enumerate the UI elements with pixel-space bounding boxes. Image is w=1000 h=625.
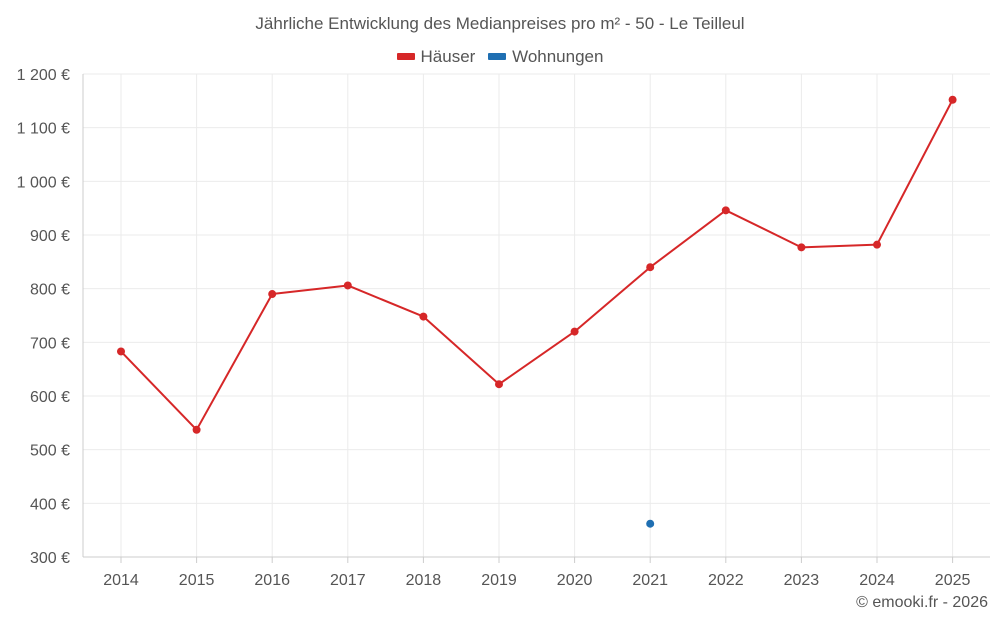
y-tick-label: 1 000 € <box>17 174 70 191</box>
data-point-0-2017 <box>343 281 352 290</box>
x-tick-label: 2021 <box>632 572 668 589</box>
y-tick-label: 1 100 € <box>17 121 70 138</box>
data-point-0-2014 <box>117 347 125 356</box>
legend-swatch-apartments <box>488 53 507 60</box>
x-tick-label: 2022 <box>708 572 744 589</box>
data-point-1-2021 <box>646 519 655 528</box>
y-tick-label: 600 € <box>30 389 70 406</box>
y-tick-label: 400 € <box>30 496 70 513</box>
legend-label-houses: Häuser <box>420 46 476 66</box>
data-point-0-2020 <box>570 327 579 336</box>
y-tick-label: 500 € <box>30 443 70 460</box>
chart-title: Jährliche Entwicklung des Medianpreises … <box>255 14 745 33</box>
grid <box>83 73 990 558</box>
data-point-0-2019 <box>495 380 503 389</box>
legend: Häuser Wohnungen <box>0 45 1000 67</box>
y-tick-label: 800 € <box>30 282 70 299</box>
x-tick-label: 2019 <box>481 572 517 589</box>
x-tick-label: 2018 <box>406 572 442 589</box>
legend-item-apartments[interactable]: Wohnungen <box>488 47 603 67</box>
legend-label-apartments: Wohnungen <box>512 46 604 66</box>
data-point-0-2015 <box>192 425 201 434</box>
y-tick-label: 300 € <box>30 550 70 567</box>
y-tick-label: 900 € <box>30 228 70 245</box>
x-tick-label: 2023 <box>784 572 820 589</box>
data-point-0-2025 <box>948 95 957 104</box>
series <box>117 95 957 528</box>
legend-swatch-houses <box>396 53 415 60</box>
x-tick-label: 2016 <box>254 572 290 589</box>
watermark: © emooki.fr - 2026 <box>856 594 988 611</box>
legend-item-houses[interactable]: Häuser <box>396 46 476 67</box>
x-tick-label: 2017 <box>330 572 366 589</box>
x-tick-label: 2014 <box>103 572 139 589</box>
data-point-0-2021 <box>646 263 655 272</box>
data-point-0-2023 <box>797 243 806 252</box>
x-tick-label: 2024 <box>859 572 895 589</box>
data-point-0-2016 <box>268 290 277 299</box>
x-tick-label: 2015 <box>179 572 215 589</box>
x-tick-label: 2025 <box>935 572 971 589</box>
y-tick-label: 700 € <box>30 335 70 352</box>
axes: 300 € 400 € 500 € 600 € 700 € 800 € 900 € 1 000… <box>17 67 990 589</box>
data-point-0-2018 <box>419 312 428 321</box>
data-point-0-2022 <box>721 206 730 215</box>
series-line-0 <box>120 99 954 431</box>
y-tick-label: 1 200 € <box>17 67 70 84</box>
data-point-0-2024 <box>873 240 881 249</box>
x-tick-label: 2020 <box>557 572 593 589</box>
